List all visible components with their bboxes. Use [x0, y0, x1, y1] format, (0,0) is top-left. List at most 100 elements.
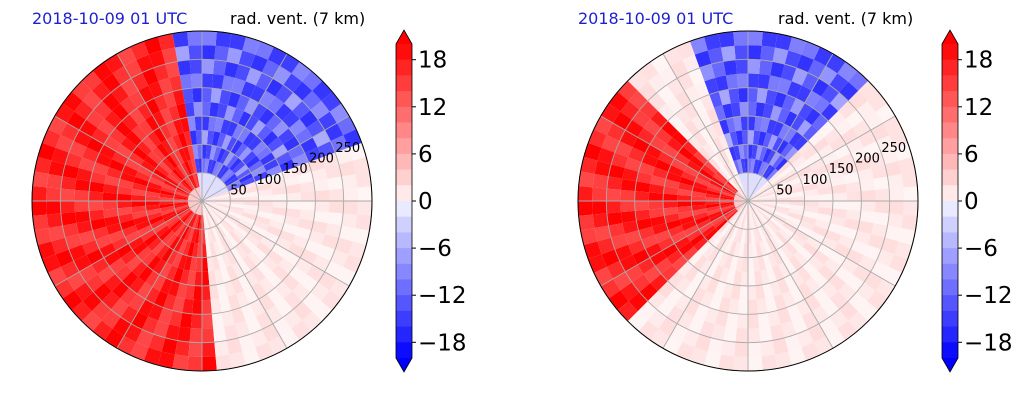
field-cell — [684, 299, 701, 317]
field-cell — [168, 280, 181, 297]
field-cell — [189, 328, 202, 343]
field-cell — [795, 85, 812, 103]
field-cell — [111, 103, 130, 121]
field-cell — [198, 201, 202, 215]
field-cell — [678, 210, 694, 220]
field-cell — [101, 73, 121, 93]
field-cell — [718, 89, 731, 106]
field-cell — [95, 234, 113, 249]
field-cell — [761, 203, 776, 209]
field-cell — [867, 290, 888, 311]
field-cell — [194, 173, 200, 188]
field-cell — [321, 233, 339, 250]
field-cell — [709, 294, 723, 311]
field-cell — [237, 127, 251, 143]
field-cell — [231, 107, 244, 124]
field-cell — [161, 157, 175, 171]
field-cell — [740, 214, 746, 229]
field-cell — [267, 249, 284, 265]
field-cell — [682, 102, 699, 120]
field-cell — [116, 144, 133, 159]
field-cell — [691, 204, 707, 211]
field-cell — [243, 186, 258, 194]
field-cell — [754, 116, 763, 132]
field-cell — [748, 158, 752, 173]
colorbar-extend-max — [396, 30, 412, 44]
field-cell — [691, 115, 706, 132]
field-cell — [777, 123, 791, 140]
field-cell — [136, 54, 154, 73]
field-cell — [220, 168, 233, 181]
field-cell — [771, 215, 785, 226]
field-cell — [666, 78, 685, 97]
field-cell — [163, 91, 177, 108]
field-cell — [154, 290, 169, 308]
field-cell — [784, 172, 800, 184]
field-cell — [827, 222, 844, 235]
field-cell — [733, 270, 742, 286]
field-cell — [761, 204, 776, 211]
field-cell — [60, 176, 77, 190]
field-cell — [190, 201, 202, 211]
field-cell — [197, 214, 201, 230]
field-cell — [159, 123, 173, 140]
field-cell — [271, 144, 288, 159]
field-cell — [903, 201, 918, 216]
field-cell — [205, 144, 212, 160]
field-cell — [235, 94, 250, 112]
field-cell — [211, 255, 221, 271]
field-cell — [748, 45, 762, 60]
field-cell — [251, 282, 268, 300]
field-cell — [293, 81, 313, 101]
field-cell — [818, 193, 833, 201]
field-cell — [637, 301, 657, 321]
field-cell — [738, 201, 748, 213]
field-cell — [306, 264, 325, 283]
field-cell — [121, 114, 139, 131]
field-cell — [202, 189, 212, 201]
field-cell — [240, 215, 256, 225]
field-cell — [711, 154, 724, 169]
field-cell — [694, 215, 710, 225]
field-cell — [620, 189, 636, 201]
field-cell — [840, 127, 859, 145]
field-cell — [736, 191, 748, 201]
field-cell — [245, 316, 262, 335]
field-cell — [92, 162, 109, 176]
field-cell — [147, 150, 162, 165]
field-cell — [74, 210, 91, 224]
field-cell — [224, 324, 239, 341]
field-cell — [803, 205, 819, 214]
field-cell — [720, 191, 735, 198]
field-cell — [128, 90, 146, 109]
field-cell — [691, 286, 707, 304]
field-cell — [770, 61, 785, 78]
field-cell — [788, 150, 803, 165]
colorbar-segment — [942, 232, 958, 249]
field-cell — [711, 61, 726, 78]
field-cell — [104, 110, 122, 129]
field-cell — [745, 201, 748, 216]
field-cell — [74, 100, 94, 120]
field-cell — [677, 205, 693, 214]
field-cell — [327, 212, 344, 226]
field-cell — [884, 160, 902, 177]
field-cell — [60, 188, 75, 201]
field-cell — [648, 201, 664, 210]
field-cell — [698, 274, 713, 291]
field-cell — [667, 114, 685, 131]
velocity-field — [32, 31, 372, 371]
field-cell — [184, 161, 193, 176]
field-cell — [205, 242, 212, 258]
field-cell — [811, 78, 830, 97]
field-cell — [177, 224, 188, 238]
field-cell — [205, 173, 212, 188]
field-cell — [202, 197, 216, 201]
field-cell — [109, 128, 127, 145]
field-cell — [677, 311, 695, 330]
field-cell — [174, 193, 189, 199]
field-cell — [46, 173, 63, 189]
field-cell — [178, 147, 188, 163]
field-cell — [588, 254, 607, 273]
field-cell — [229, 193, 245, 199]
